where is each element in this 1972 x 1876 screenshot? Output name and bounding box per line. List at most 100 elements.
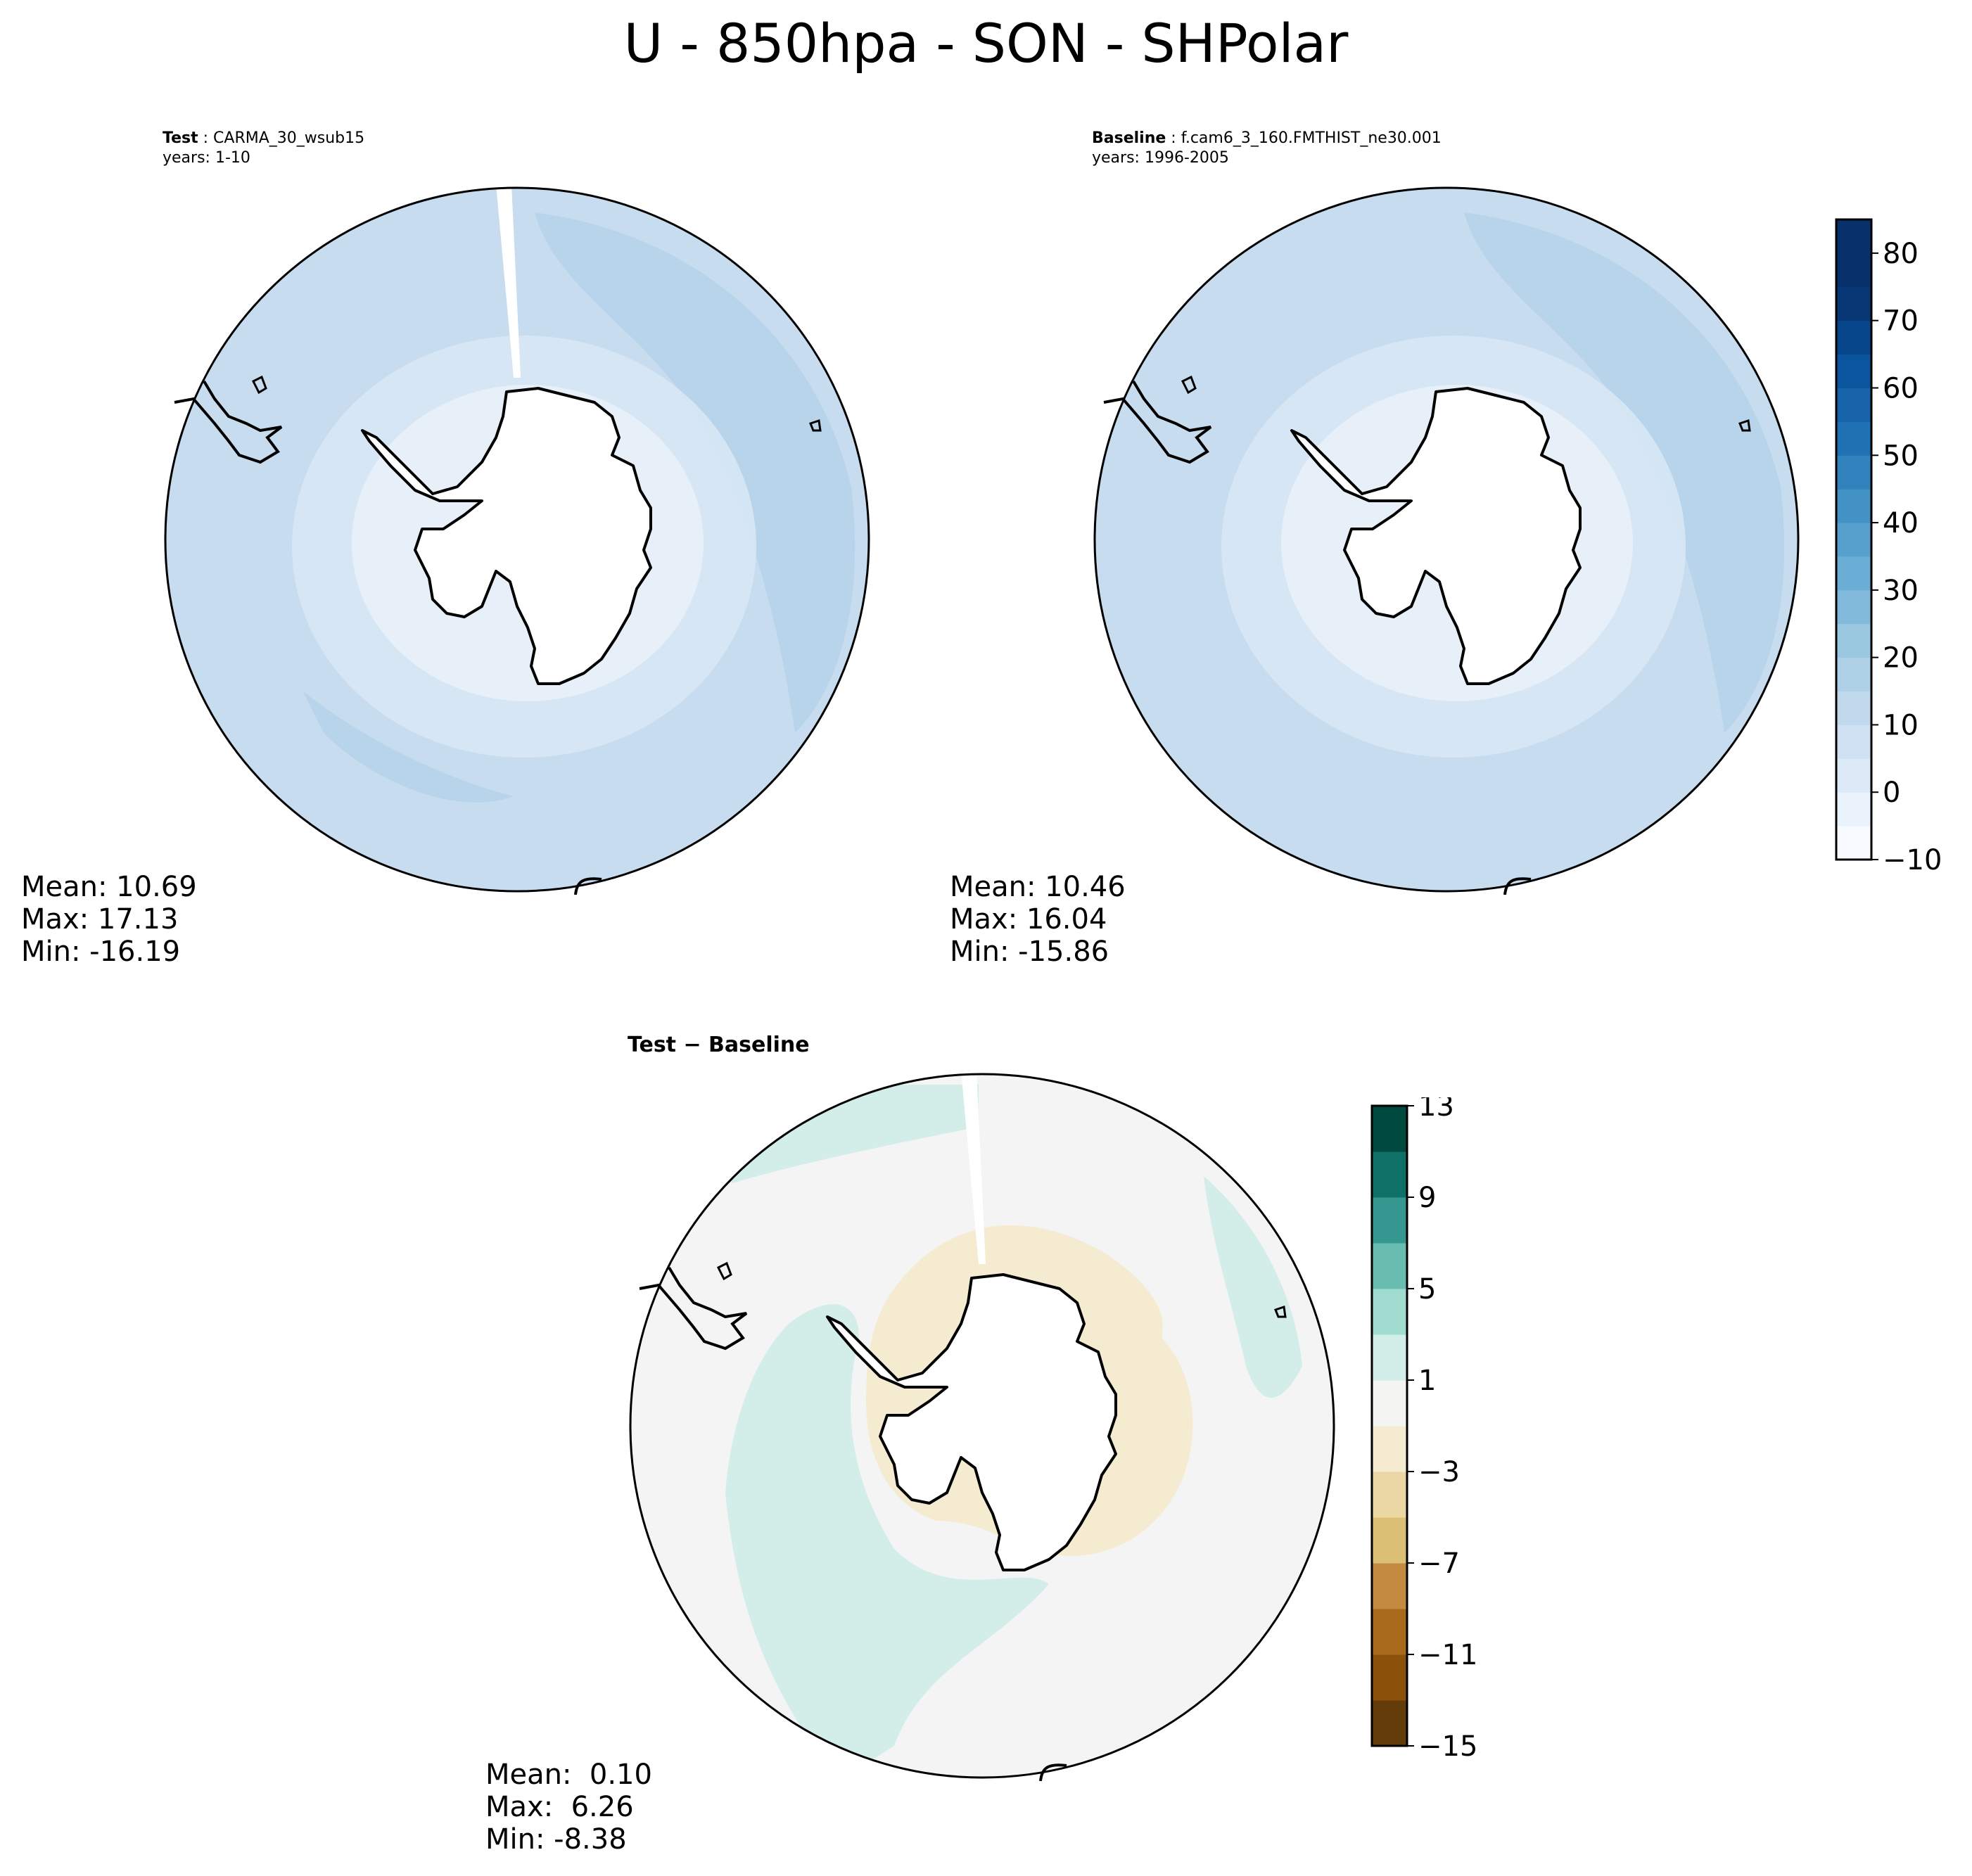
colorbar-segment [1372,1700,1407,1747]
colorbar-tick-label: 20 [1883,642,1919,675]
difference-stats: Mean: 0.10 Max: 6.26 Min: -8.38 [485,1759,652,1856]
colorbar-tick-label: −11 [1418,1639,1477,1671]
antarctica-coastline [826,1273,1117,1571]
test-label: Test [163,129,198,147]
colorbar-segment [1836,792,1871,827]
colorbar-segment [1836,354,1871,388]
difference-max: Max: 6.26 [485,1791,634,1823]
map-boundary [1093,186,1800,893]
colorbar-tick-label: 0 [1883,777,1900,809]
colorbar-segment [1836,286,1871,321]
new-zealand-coastline [574,877,602,895]
colorbar-tick-label: 70 [1883,305,1919,338]
baseline-years: years: 1996-2005 [1092,149,1229,167]
falkland-islands [716,1261,732,1281]
colorbar-segment [1836,455,1871,490]
colorbar-segment [1372,1151,1407,1198]
baseline-label: Baseline [1092,129,1166,147]
colorbar-segment [1372,1289,1407,1335]
baseline-max: Max: 16.04 [950,903,1107,936]
colorbar-frame [1835,218,1873,861]
kerguelen-island [1738,419,1751,432]
colorbar-segment [1372,1106,1407,1152]
colorbar-segment [1372,1563,1407,1609]
colorbar-segment [1372,1197,1407,1244]
positive-anomaly-west [725,1304,1049,1778]
colorbar-tick-label: −15 [1418,1730,1477,1763]
figure-title: U - 850hpa - SON - SHPolar [623,12,1349,75]
colorbar-segment [1372,1243,1407,1289]
antarctica-coastline [361,387,652,685]
baseline-case-name: f.cam6_3_160.FMTHIST_ne30.001 [1181,129,1442,147]
test-mean: Mean: 10.69 [21,871,197,903]
map-boundary [629,1073,1335,1779]
colorbar-segment [1372,1380,1407,1427]
colorbar-segment [1836,758,1871,793]
south-america-coastline [174,380,283,464]
colorbar-tick-label: 10 [1883,709,1919,741]
colorbar-segment [1836,523,1871,557]
colorbar-segment [1372,1609,1407,1655]
difference-min: Min: -8.38 [485,1823,627,1856]
colorbar-segment [1372,1426,1407,1472]
colorbar-segment [1836,691,1871,725]
missing-data-wedge [496,188,521,378]
antarctica-coastline [1290,387,1582,685]
south-america-coastline [639,1266,748,1351]
colorbar-tick-label: −10 [1883,844,1942,876]
colorbar-tick-label: 13 [1418,1097,1454,1123]
strong-wind-band [535,212,855,733]
colorbar-tick-label: 30 [1883,575,1919,607]
test-panel-header: Test : CARMA_30_wsub15 years: 1-10 [163,129,365,167]
kerguelen-island [1274,1306,1287,1318]
colorbar-tick-label: 60 [1883,372,1919,404]
colorbar-tick-label: −7 [1418,1548,1460,1580]
colorbar-segment [1836,623,1871,658]
colorbar-tick-label: −3 [1418,1456,1460,1488]
colorbar-segment [1836,388,1871,422]
kerguelen-island [809,419,822,432]
colorbar-segment [1836,219,1871,254]
colorbar-segment [1372,1334,1407,1381]
test-polar-map [164,186,870,895]
colorbar-segment [1372,1517,1407,1564]
colorbar-tick-label: 40 [1883,507,1919,540]
missing-data-wedge [961,1074,986,1264]
colorbar-tick-label: 50 [1883,440,1919,472]
colorbar-segment [1372,1472,1407,1518]
new-zealand-coastline [1039,1763,1067,1781]
difference-mean: Mean: 0.10 [485,1759,652,1791]
strong-wind-patch [303,691,514,803]
test-max: Max: 17.13 [21,903,179,936]
map-boundary [164,186,870,893]
test-stats: Mean: 10.69 Max: 17.13 Min: -16.19 [21,871,197,968]
difference-polar-map [629,1073,1335,1781]
baseline-min: Min: -15.86 [950,936,1109,968]
colorbar-segment [1836,421,1871,456]
colorbar-segment [1836,657,1871,692]
difference-colorbar: −15 −11 −7 −3 1 5 9 13 [1370,1097,1477,1763]
strong-wind-band [1464,212,1785,733]
test-years: years: 1-10 [163,149,250,167]
test-min: Min: -16.19 [21,936,181,968]
colorbar-segment [1836,826,1871,860]
main-colorbar: −10 0 10 20 30 40 50 60 70 80 [1835,218,1942,876]
colorbar-segment [1836,253,1871,288]
falkland-islands [251,375,267,395]
colorbar-tick-label: 80 [1883,238,1919,270]
colorbar-tick-label: 9 [1418,1182,1436,1214]
test-case-name: CARMA_30_wsub15 [213,129,365,147]
baseline-polar-map [1093,186,1800,895]
colorbar-segment [1372,1654,1407,1701]
colorbar-tick-label: 5 [1418,1273,1436,1306]
colorbar-segment [1836,320,1871,355]
colorbar-segment [1836,556,1871,591]
positive-anomaly-east [1204,1176,1302,1398]
colorbar-segment [1836,489,1871,523]
south-america-coastline [1103,380,1212,464]
colorbar-segment [1836,725,1871,759]
baseline-panel-header: Baseline : f.cam6_3_160.FMTHIST_ne30.001… [1092,129,1442,167]
falkland-islands [1181,375,1197,395]
colorbar-tick-label: 1 [1418,1365,1436,1397]
colorbar-segment [1836,589,1871,625]
